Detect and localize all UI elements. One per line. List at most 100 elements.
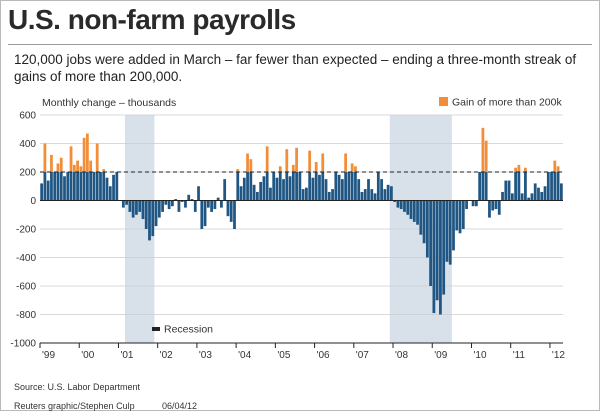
bar [439, 200, 442, 315]
bar [180, 200, 184, 202]
bar [550, 172, 553, 201]
bar [161, 200, 164, 212]
legend-swatch-highlight [439, 97, 448, 106]
recession-key-label: Recession [164, 324, 213, 336]
bar [373, 193, 377, 201]
bar [115, 172, 119, 201]
bar [507, 180, 511, 201]
bar [386, 184, 390, 201]
title-divider [8, 44, 592, 45]
x-tick-label: '02 [160, 350, 173, 361]
bar-highlight [265, 146, 269, 172]
bar [435, 200, 439, 301]
bar-highlight [553, 160, 557, 172]
bar [246, 172, 249, 201]
bar [128, 200, 132, 212]
bar [291, 172, 295, 201]
bar [226, 200, 230, 217]
bar [494, 200, 498, 210]
bar [193, 200, 197, 212]
bar [148, 200, 151, 241]
y-tick-label: 400 [19, 139, 36, 150]
bar [295, 172, 298, 201]
bar-highlight [82, 137, 86, 172]
bar [174, 199, 178, 201]
grid-lines [40, 114, 563, 344]
bar-highlight [556, 166, 560, 172]
bar [53, 172, 57, 201]
bar [383, 189, 387, 201]
bar [530, 193, 534, 201]
bar [340, 179, 344, 201]
x-tick-label: '04 [238, 350, 251, 361]
bar-highlight [517, 164, 521, 172]
bar [540, 191, 544, 201]
bar-highlight [321, 153, 325, 172]
bar [177, 200, 181, 212]
bar-highlight [95, 143, 99, 172]
bar [154, 200, 158, 227]
page-title: U.S. non-farm payrolls [8, 4, 296, 35]
bar [445, 200, 449, 262]
x-tick-label: '07 [356, 350, 369, 361]
bar [471, 200, 475, 207]
x-tick-label: '10 [473, 350, 486, 361]
bar [514, 172, 517, 201]
bar [69, 172, 73, 201]
y-tick-label: -800 [16, 310, 36, 321]
bar [259, 181, 263, 201]
bar [223, 179, 227, 201]
bar [102, 172, 106, 201]
bar-highlight [481, 127, 485, 172]
bar-highlight [314, 162, 318, 172]
recession-key-mark [152, 327, 160, 331]
bar [59, 172, 63, 201]
bar [510, 193, 514, 201]
bar [474, 200, 478, 207]
bar [556, 172, 560, 201]
bar [533, 183, 537, 201]
credit-note: Reuters graphic/Stephen Culp [14, 401, 135, 411]
bar [252, 184, 256, 201]
bar-highlight [69, 146, 73, 172]
bar [229, 200, 233, 222]
bar [546, 172, 550, 201]
bar [95, 172, 99, 201]
x-tick-label: '11 [513, 350, 526, 361]
source-note: Source: U.S. Labor Department [14, 382, 141, 392]
bar-highlight [524, 167, 527, 172]
bar [131, 200, 135, 218]
bar-highlight [285, 149, 289, 172]
bar [89, 172, 93, 201]
bar [275, 177, 279, 201]
subtitle: 120,000 jobs were added in March – far f… [14, 52, 577, 84]
y-tick-label: 600 [19, 111, 36, 122]
bar [46, 180, 50, 201]
bar [285, 172, 289, 201]
bar-highlight [484, 140, 488, 172]
bar [105, 177, 109, 201]
x-tick-label: '06 [317, 350, 330, 361]
bar [255, 191, 259, 201]
bar [497, 200, 501, 215]
x-tick-label: '03 [199, 350, 212, 361]
bar [347, 172, 351, 201]
bar [184, 200, 187, 208]
bar [92, 172, 96, 201]
bar [220, 200, 223, 208]
bar [282, 179, 285, 201]
bar [425, 200, 429, 258]
bar [504, 180, 508, 201]
bar [517, 172, 521, 201]
axis-ticks [39, 343, 551, 348]
bar [478, 172, 482, 201]
bar [380, 179, 383, 201]
bar [448, 200, 452, 265]
bar [216, 197, 220, 201]
bar [301, 189, 305, 201]
bar-highlight [308, 150, 312, 172]
bar [484, 172, 488, 201]
bar [331, 189, 334, 201]
bar [305, 187, 308, 201]
bar [72, 172, 76, 201]
